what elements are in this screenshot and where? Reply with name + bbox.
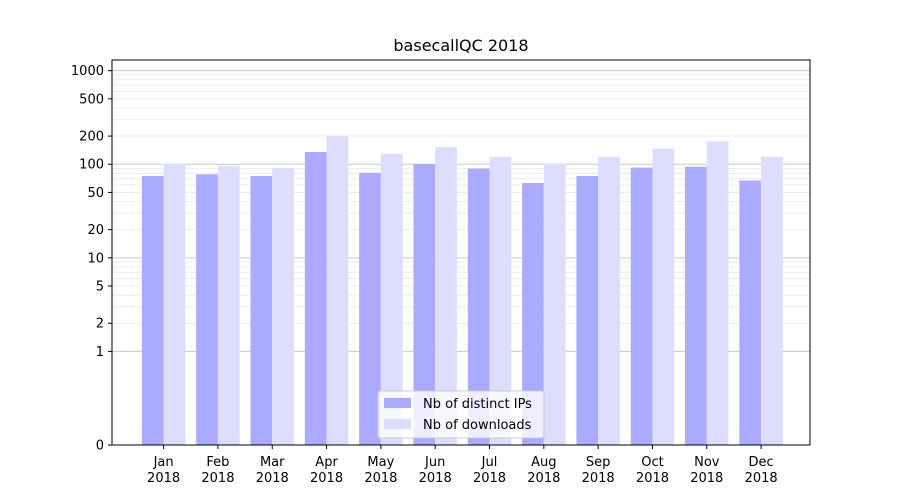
x-tick-label-month: Dec	[749, 455, 774, 470]
x-tick-label-year: 2018	[745, 471, 778, 486]
bar-distinct-ips	[196, 174, 218, 445]
x-tick-label-year: 2018	[690, 471, 723, 486]
y-tick-label: 10	[87, 251, 104, 266]
x-tick-label-month: Jul	[481, 455, 498, 470]
legend-label-distinct-ips: Nb of distinct IPs	[423, 397, 532, 412]
bar-downloads	[598, 156, 620, 446]
y-tick-label: 20	[87, 223, 104, 238]
x-axis: Jan2018Feb2018Mar2018Apr2018May2018Jun20…	[147, 445, 778, 486]
bar-distinct-ips	[250, 175, 273, 445]
bar-downloads	[761, 156, 783, 446]
bar-distinct-ips	[685, 166, 707, 446]
bar-distinct-ips	[739, 180, 762, 446]
y-tick-label: 2	[96, 317, 104, 332]
bar-downloads	[326, 136, 349, 446]
x-tick-label-year: 2018	[419, 471, 452, 486]
legend-label-downloads: Nb of downloads	[423, 418, 532, 433]
x-tick-label-month: Apr	[315, 455, 338, 470]
bar-downloads	[217, 166, 240, 445]
bar-distinct-ips	[359, 172, 381, 445]
y-tick-label: 5	[96, 280, 104, 295]
x-tick-label-year: 2018	[310, 471, 343, 486]
bar-distinct-ips	[304, 152, 327, 445]
x-tick-label-month: Aug	[531, 455, 556, 470]
y-tick-label: 1	[96, 345, 104, 360]
bar-downloads	[489, 156, 512, 446]
y-tick-label: 0	[96, 439, 104, 454]
bar-distinct-ips	[141, 175, 164, 445]
bar-distinct-ips	[467, 168, 490, 445]
bar-distinct-ips	[522, 183, 544, 446]
bar-distinct-ips	[413, 164, 436, 445]
x-tick-label-year: 2018	[201, 471, 234, 486]
x-tick-label-month: Sep	[586, 455, 611, 470]
legend: Nb of distinct IPs Nb of downloads	[377, 390, 545, 439]
x-tick-label-month: Jan	[153, 455, 174, 470]
x-tick-label-year: 2018	[473, 471, 506, 486]
bar-downloads	[652, 148, 675, 445]
bar-distinct-ips	[630, 167, 653, 445]
plot-frame	[111, 59, 811, 446]
bar-distinct-ips	[576, 175, 599, 445]
y-tick-label: 200	[79, 130, 104, 145]
x-tick-label-year: 2018	[147, 471, 180, 486]
chart-title: basecallQC 2018	[393, 36, 528, 55]
bars	[141, 136, 783, 446]
x-tick-label-month: Nov	[694, 455, 720, 470]
y-axis: 0 1 2 5 10 20 50 100 200 500 1000	[71, 64, 112, 454]
legend-box	[377, 390, 545, 439]
bar-downloads	[272, 168, 294, 445]
x-tick-label-year: 2018	[636, 471, 669, 486]
bar-downloads	[380, 153, 403, 446]
x-tick-label-year: 2018	[256, 471, 289, 486]
x-tick-label-month: Oct	[641, 455, 663, 470]
x-tick-label-month: Feb	[206, 455, 229, 470]
bar-downloads	[163, 163, 186, 445]
bar-downloads	[543, 163, 566, 445]
y-tick-label: 50	[87, 186, 104, 201]
y-tick-label: 100	[79, 158, 104, 173]
legend-swatch-downloads	[384, 419, 411, 429]
bar-downloads	[706, 141, 729, 446]
x-tick-label-month: May	[367, 455, 394, 470]
bar-downloads	[435, 146, 457, 446]
x-tick-label-month: Jun	[424, 455, 445, 470]
y-tick-label: 1000	[71, 64, 104, 79]
y-tick-label: 500	[79, 92, 104, 107]
x-tick-label-year: 2018	[582, 471, 615, 486]
x-tick-label-year: 2018	[527, 471, 560, 486]
legend-swatch-distinct-ips	[384, 398, 411, 408]
x-tick-label-year: 2018	[364, 471, 397, 486]
x-tick-label-month: Mar	[260, 455, 285, 470]
